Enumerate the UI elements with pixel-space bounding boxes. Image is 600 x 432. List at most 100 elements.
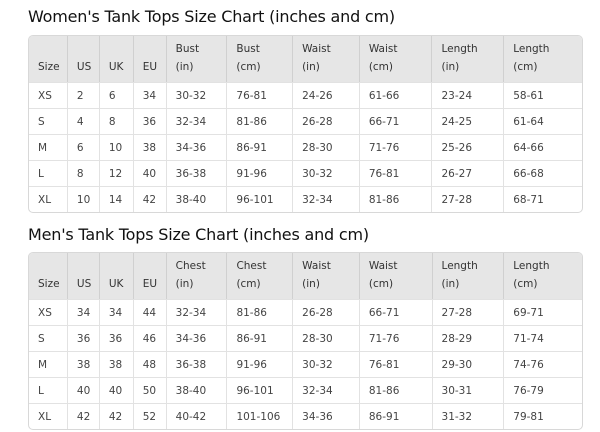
column-header: Waist (cm): [359, 36, 433, 82]
column-header: Length (in): [432, 36, 505, 82]
table-cell: 8: [99, 108, 134, 134]
column-header: Waist (in): [293, 36, 360, 82]
table-cell: 32-34: [166, 299, 228, 325]
table-cell: 36: [133, 108, 167, 134]
table-cell: 32-34: [293, 186, 360, 212]
header-text: UK: [108, 278, 124, 290]
table-cell: 8: [67, 160, 100, 186]
table-cell: XS: [29, 82, 68, 108]
table-cell: 14: [99, 186, 134, 212]
header-text: Length: [513, 260, 550, 272]
header-text: Bust: [236, 43, 260, 55]
table-cell: 42: [67, 403, 100, 429]
table-cell: 23-24: [432, 82, 505, 108]
column-header: Chest (in): [166, 253, 228, 299]
table-cell: 42: [133, 186, 167, 212]
table-cell: 81-86: [227, 108, 294, 134]
header-text: US: [76, 61, 92, 73]
table-cell: 2: [67, 82, 100, 108]
table-cell: 68-71: [504, 186, 582, 212]
table-cell: 36: [67, 325, 100, 351]
column-header: US: [67, 36, 100, 82]
column-header: EU: [133, 253, 167, 299]
table-cell: 36-38: [166, 160, 228, 186]
table-cell: 76-81: [359, 160, 433, 186]
column-header: Length (cm): [504, 253, 582, 299]
column-header: UK: [99, 36, 134, 82]
header-text: Waist: [302, 260, 331, 272]
table-cell: 101-106: [227, 403, 294, 429]
table-cell: 44: [133, 299, 167, 325]
header-text: Chest: [236, 260, 267, 272]
table-cell: 6: [99, 82, 134, 108]
table-cell: 26-28: [293, 299, 360, 325]
table-row: L 8 12 40 36-38 91-96 30-32 76-81 26-27 66-68: [29, 160, 582, 186]
table-cell: 32-34: [293, 377, 360, 403]
table-cell: 38: [133, 134, 167, 160]
table-row: M 38 38 48 36-38 91-96 30-32 76-81 29-30 74-76: [29, 351, 582, 377]
header-text: (in): [441, 61, 460, 73]
table-cell: 76-81: [359, 351, 433, 377]
table-cell: 58-61: [504, 82, 582, 108]
table-cell: 34-36: [166, 134, 228, 160]
men-size-table: Size US UK EU Chest (in) Chest (cm) Waist (in) Wai…: [28, 252, 583, 430]
women-size-table: Size US UK EU Bust (in) Bust (cm) Waist (in) Waist…: [28, 35, 583, 213]
table-cell: 81-86: [359, 186, 433, 212]
table-cell: 34: [99, 299, 134, 325]
table-cell: 32-34: [166, 108, 228, 134]
table-cell: 28-29: [432, 325, 505, 351]
table-cell: 79-81: [504, 403, 582, 429]
table-cell: 24-25: [432, 108, 505, 134]
table-row: XL 42 42 52 40-42 101-106 34-36 86-91 31-32 79-81: [29, 403, 582, 429]
header-text: Size: [38, 278, 60, 290]
header-text: Waist: [368, 260, 398, 272]
table-cell: 66-71: [359, 108, 433, 134]
table-cell: 40-42: [166, 403, 228, 429]
table-cell: 30-32: [293, 160, 360, 186]
table-cell: 91-96: [227, 351, 294, 377]
table-row: S 36 36 46 34-36 86-91 28-30 71-76 28-29 71-74: [29, 325, 582, 351]
table-row: XL 10 14 42 38-40 96-101 32-34 81-86 27-28 68-71: [29, 186, 582, 212]
table-cell: 38-40: [166, 377, 228, 403]
table-cell: 76-79: [504, 377, 582, 403]
table-cell: 61-66: [359, 82, 433, 108]
table-cell: XL: [29, 186, 68, 212]
table-cell: 6: [67, 134, 100, 160]
header-text: (in): [175, 61, 194, 73]
table-cell: 40: [99, 377, 134, 403]
table-cell: 76-81: [227, 82, 294, 108]
table-cell: XL: [29, 403, 68, 429]
table-cell: 86-91: [227, 134, 294, 160]
table-cell: 25-26: [432, 134, 505, 160]
header-text: Size: [38, 61, 60, 73]
header-text: (cm): [236, 278, 261, 290]
header-text: (cm): [236, 61, 261, 73]
table-cell: 38-40: [166, 186, 228, 212]
table-cell: 26-27: [432, 160, 505, 186]
header-text: Length: [441, 43, 478, 55]
table-row: M 6 10 38 34-36 86-91 28-30 71-76 25-26 64-66: [29, 134, 582, 160]
table-cell: 10: [67, 186, 100, 212]
header-text: Waist: [368, 43, 398, 55]
table-cell: 50: [133, 377, 167, 403]
table-cell: 81-86: [227, 299, 294, 325]
table-cell: 48: [133, 351, 167, 377]
column-header: US: [67, 253, 100, 299]
table-cell: 96-101: [227, 377, 294, 403]
table-cell: 71-74: [504, 325, 582, 351]
column-header: Bust (cm): [227, 36, 294, 82]
table-cell: 38: [99, 351, 134, 377]
table-cell: 34-36: [293, 403, 360, 429]
table-cell: 34: [133, 82, 167, 108]
header-text: (in): [441, 278, 460, 290]
column-header: Size: [29, 253, 68, 299]
table-cell: L: [29, 160, 68, 186]
table-row: XS 2 6 34 30-32 76-81 24-26 61-66 23-24 58-61: [29, 82, 582, 108]
women-chart-title: Women's Tank Tops Size Chart (inches and…: [28, 7, 395, 26]
table-cell: 26-28: [293, 108, 360, 134]
table-cell: 36-38: [166, 351, 228, 377]
table-cell: 27-28: [432, 186, 505, 212]
table-cell: 10: [99, 134, 134, 160]
table-cell: 64-66: [504, 134, 582, 160]
header-text: Length: [441, 260, 478, 272]
